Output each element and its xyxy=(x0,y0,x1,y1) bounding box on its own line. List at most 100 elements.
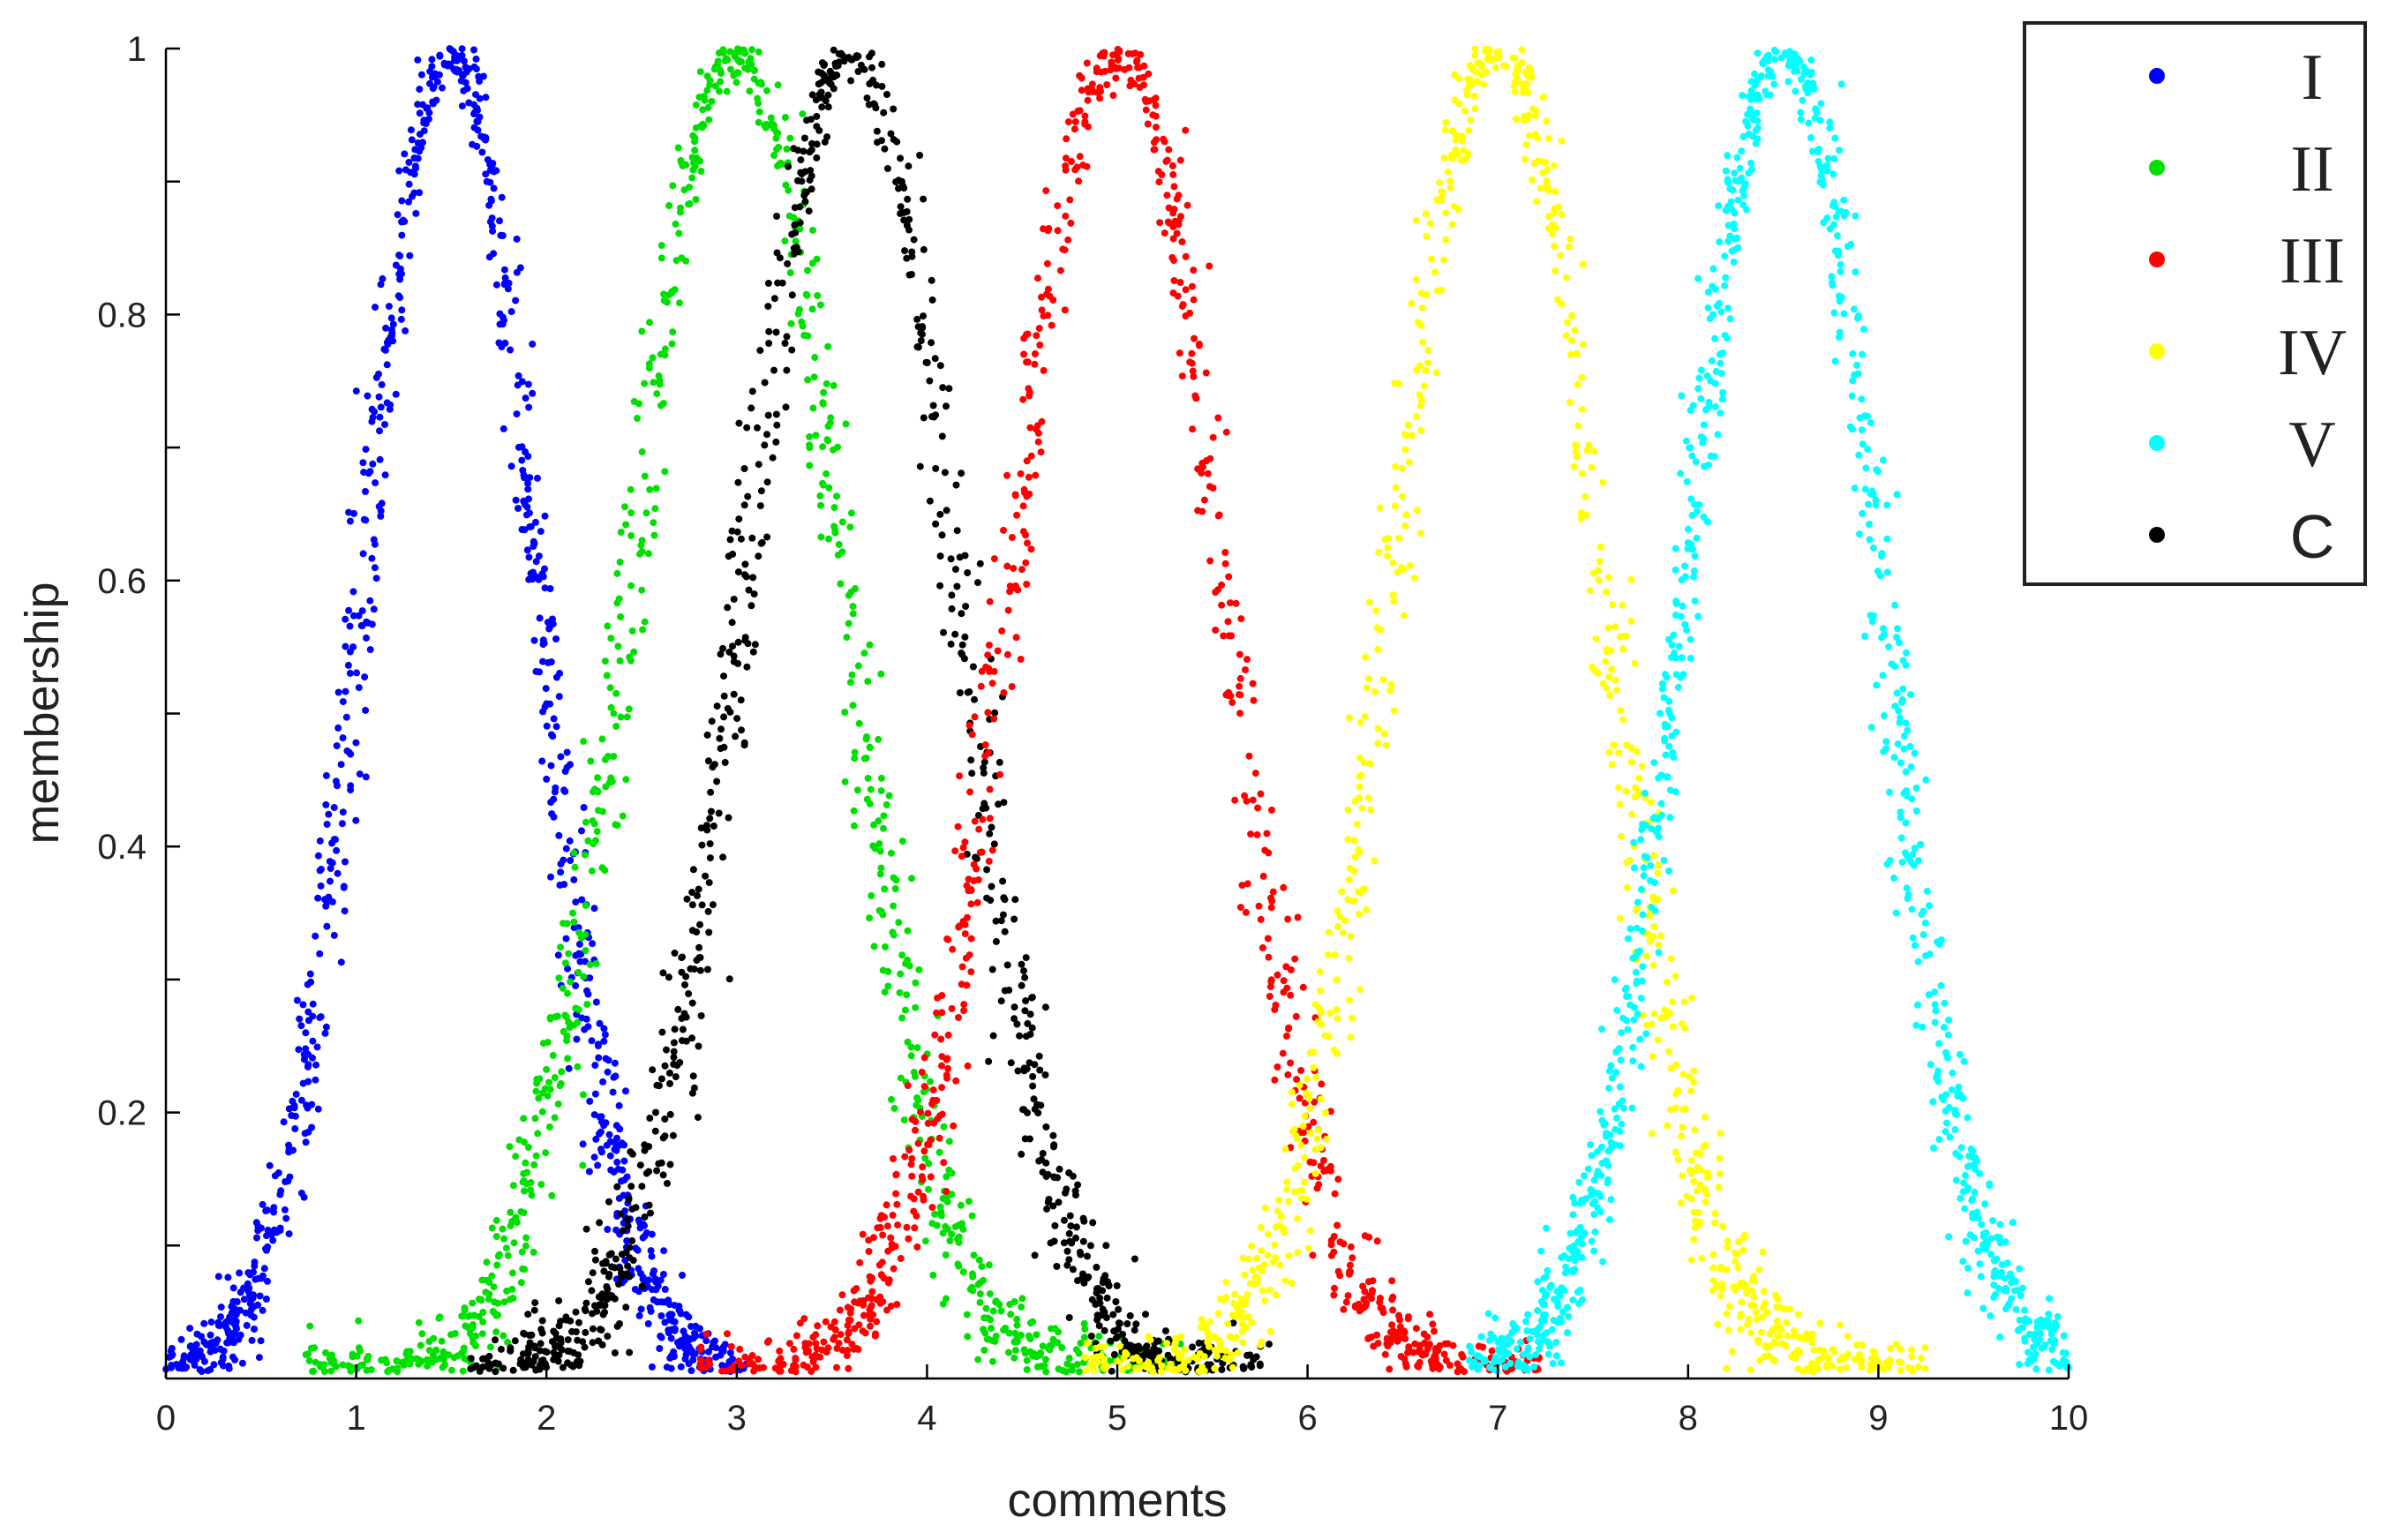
data-point xyxy=(728,619,736,627)
data-point xyxy=(590,905,598,913)
data-point xyxy=(1131,49,1139,57)
data-point xyxy=(1069,110,1077,118)
data-point xyxy=(649,1066,657,1074)
data-point xyxy=(1704,304,1712,312)
data-point xyxy=(1741,1284,1749,1291)
data-point xyxy=(412,209,420,217)
data-point xyxy=(292,1090,300,1098)
data-point xyxy=(1830,154,1838,162)
data-point xyxy=(1285,1025,1292,1033)
data-point xyxy=(713,778,721,785)
data-point xyxy=(1065,1229,1073,1237)
data-point xyxy=(535,552,543,560)
data-point xyxy=(1564,319,1572,327)
data-point xyxy=(612,723,620,730)
data-point xyxy=(1228,699,1236,706)
data-point xyxy=(1915,857,1922,865)
data-point xyxy=(597,1326,604,1333)
data-point xyxy=(1666,1009,1673,1017)
data-point xyxy=(657,254,665,262)
data-point xyxy=(1732,1258,1739,1266)
data-point xyxy=(476,113,484,121)
data-point xyxy=(533,1079,541,1087)
data-point xyxy=(904,956,912,964)
data-point xyxy=(1268,806,1275,814)
data-point xyxy=(649,1270,657,1278)
data-point xyxy=(971,713,979,721)
data-point xyxy=(956,922,964,930)
data-point xyxy=(1401,1334,1409,1342)
data-point xyxy=(347,782,355,790)
data-point xyxy=(806,432,814,440)
data-point xyxy=(1028,1024,1036,1032)
data-point xyxy=(425,1347,433,1355)
data-point xyxy=(999,911,1007,919)
data-point xyxy=(907,1043,915,1051)
data-point xyxy=(1064,236,1072,244)
data-point xyxy=(599,808,606,815)
data-point xyxy=(1665,868,1673,875)
data-point xyxy=(1691,1126,1699,1134)
data-point xyxy=(849,610,857,618)
data-point xyxy=(1019,395,1027,403)
data-point xyxy=(1356,793,1364,801)
data-point xyxy=(626,1348,634,1356)
data-point xyxy=(926,377,934,385)
data-point xyxy=(1025,1059,1033,1067)
data-point xyxy=(740,571,748,579)
data-point xyxy=(570,918,578,926)
data-point xyxy=(1281,1146,1289,1153)
data-point xyxy=(1200,496,1208,504)
data-point xyxy=(293,996,301,1004)
data-point xyxy=(717,725,725,733)
data-point xyxy=(811,354,819,361)
data-point xyxy=(1715,1183,1723,1191)
data-point xyxy=(1362,1302,1370,1310)
data-point xyxy=(1419,338,1427,346)
data-point xyxy=(1404,421,1412,429)
data-point xyxy=(985,1057,993,1065)
data-point xyxy=(402,1357,409,1365)
data-point xyxy=(865,101,873,109)
data-point xyxy=(541,1085,549,1093)
data-point xyxy=(1678,392,1686,400)
data-point xyxy=(688,901,696,909)
data-point xyxy=(1624,1025,1632,1033)
data-point xyxy=(1607,647,1615,654)
data-point xyxy=(743,663,751,671)
data-point xyxy=(1013,1020,1021,1028)
data-point xyxy=(813,112,821,120)
data-point xyxy=(616,559,624,566)
data-point xyxy=(588,1037,596,1045)
data-point xyxy=(841,778,849,785)
data-point xyxy=(563,1033,571,1040)
data-point xyxy=(849,603,857,611)
data-point xyxy=(803,1363,811,1371)
data-point xyxy=(304,1008,312,1016)
data-point xyxy=(1165,219,1173,227)
data-point xyxy=(1079,1237,1087,1245)
data-point xyxy=(1055,1365,1063,1373)
data-point xyxy=(785,186,793,194)
data-point xyxy=(470,124,478,131)
data-point xyxy=(897,154,905,162)
data-point xyxy=(1873,681,1881,689)
data-point xyxy=(1101,67,1109,75)
data-point xyxy=(783,366,791,374)
data-point xyxy=(943,507,950,515)
data-point xyxy=(1387,680,1395,688)
data-point xyxy=(382,324,390,332)
data-point xyxy=(499,320,507,328)
data-point xyxy=(376,427,383,435)
data-point xyxy=(916,152,924,159)
data-point xyxy=(537,1326,545,1333)
data-point xyxy=(1023,581,1031,588)
data-point xyxy=(734,478,742,486)
data-point xyxy=(978,1263,986,1271)
data-point xyxy=(1000,1326,1008,1333)
data-point xyxy=(1605,1085,1612,1093)
data-point xyxy=(1701,1113,1709,1121)
data-point xyxy=(1549,230,1556,238)
data-point xyxy=(784,259,792,267)
data-point xyxy=(797,156,805,164)
